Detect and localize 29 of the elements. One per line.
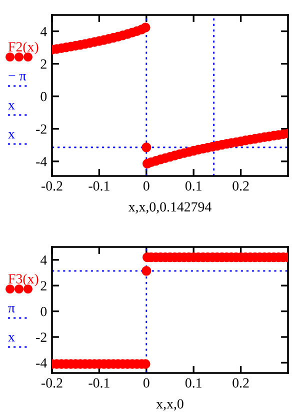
ref-line-label: − π [8, 74, 26, 80]
y-tick-label: 2 [40, 59, 46, 69]
ref-line-label: x [8, 132, 15, 138]
y-tick-label: -2 [36, 124, 46, 134]
x-tick-label: 0.2 [232, 378, 249, 388]
x-axis-title: x,x,0,0.142794 [128, 202, 212, 214]
legend-label: F2(x) [8, 42, 38, 54]
y-tick-label: 2 [40, 281, 46, 290]
x-tick-label: 0.1 [185, 378, 202, 388]
legend-label: F3(x) [8, 274, 38, 286]
x-axis-title: x,x,0 [156, 399, 184, 411]
y-tick-label: -2 [36, 332, 46, 342]
y-tick-label: 4 [40, 256, 47, 265]
x-tick-label: -0.1 [88, 378, 110, 388]
ref-line-label: π [8, 306, 15, 312]
y-tick-label: 4 [40, 26, 47, 36]
y-tick-label: 0 [40, 306, 47, 316]
ref-line-label: x [8, 334, 15, 342]
x-tick-label: -0.2 [42, 378, 62, 388]
y-tick-label: 0 [40, 92, 47, 102]
y-tick-label: -4 [36, 358, 47, 368]
x-tick-label: 0 [143, 378, 150, 388]
x-tick-label: 0.1 [185, 181, 202, 191]
x-tick-label: 0.2 [232, 181, 249, 191]
x-tick-label: -0.1 [88, 181, 110, 191]
ref-line-label: x [8, 102, 15, 110]
x-tick-label: -0.2 [42, 181, 62, 191]
x-tick-label: 0 [143, 181, 150, 191]
y-tick-label: -4 [36, 157, 47, 166]
